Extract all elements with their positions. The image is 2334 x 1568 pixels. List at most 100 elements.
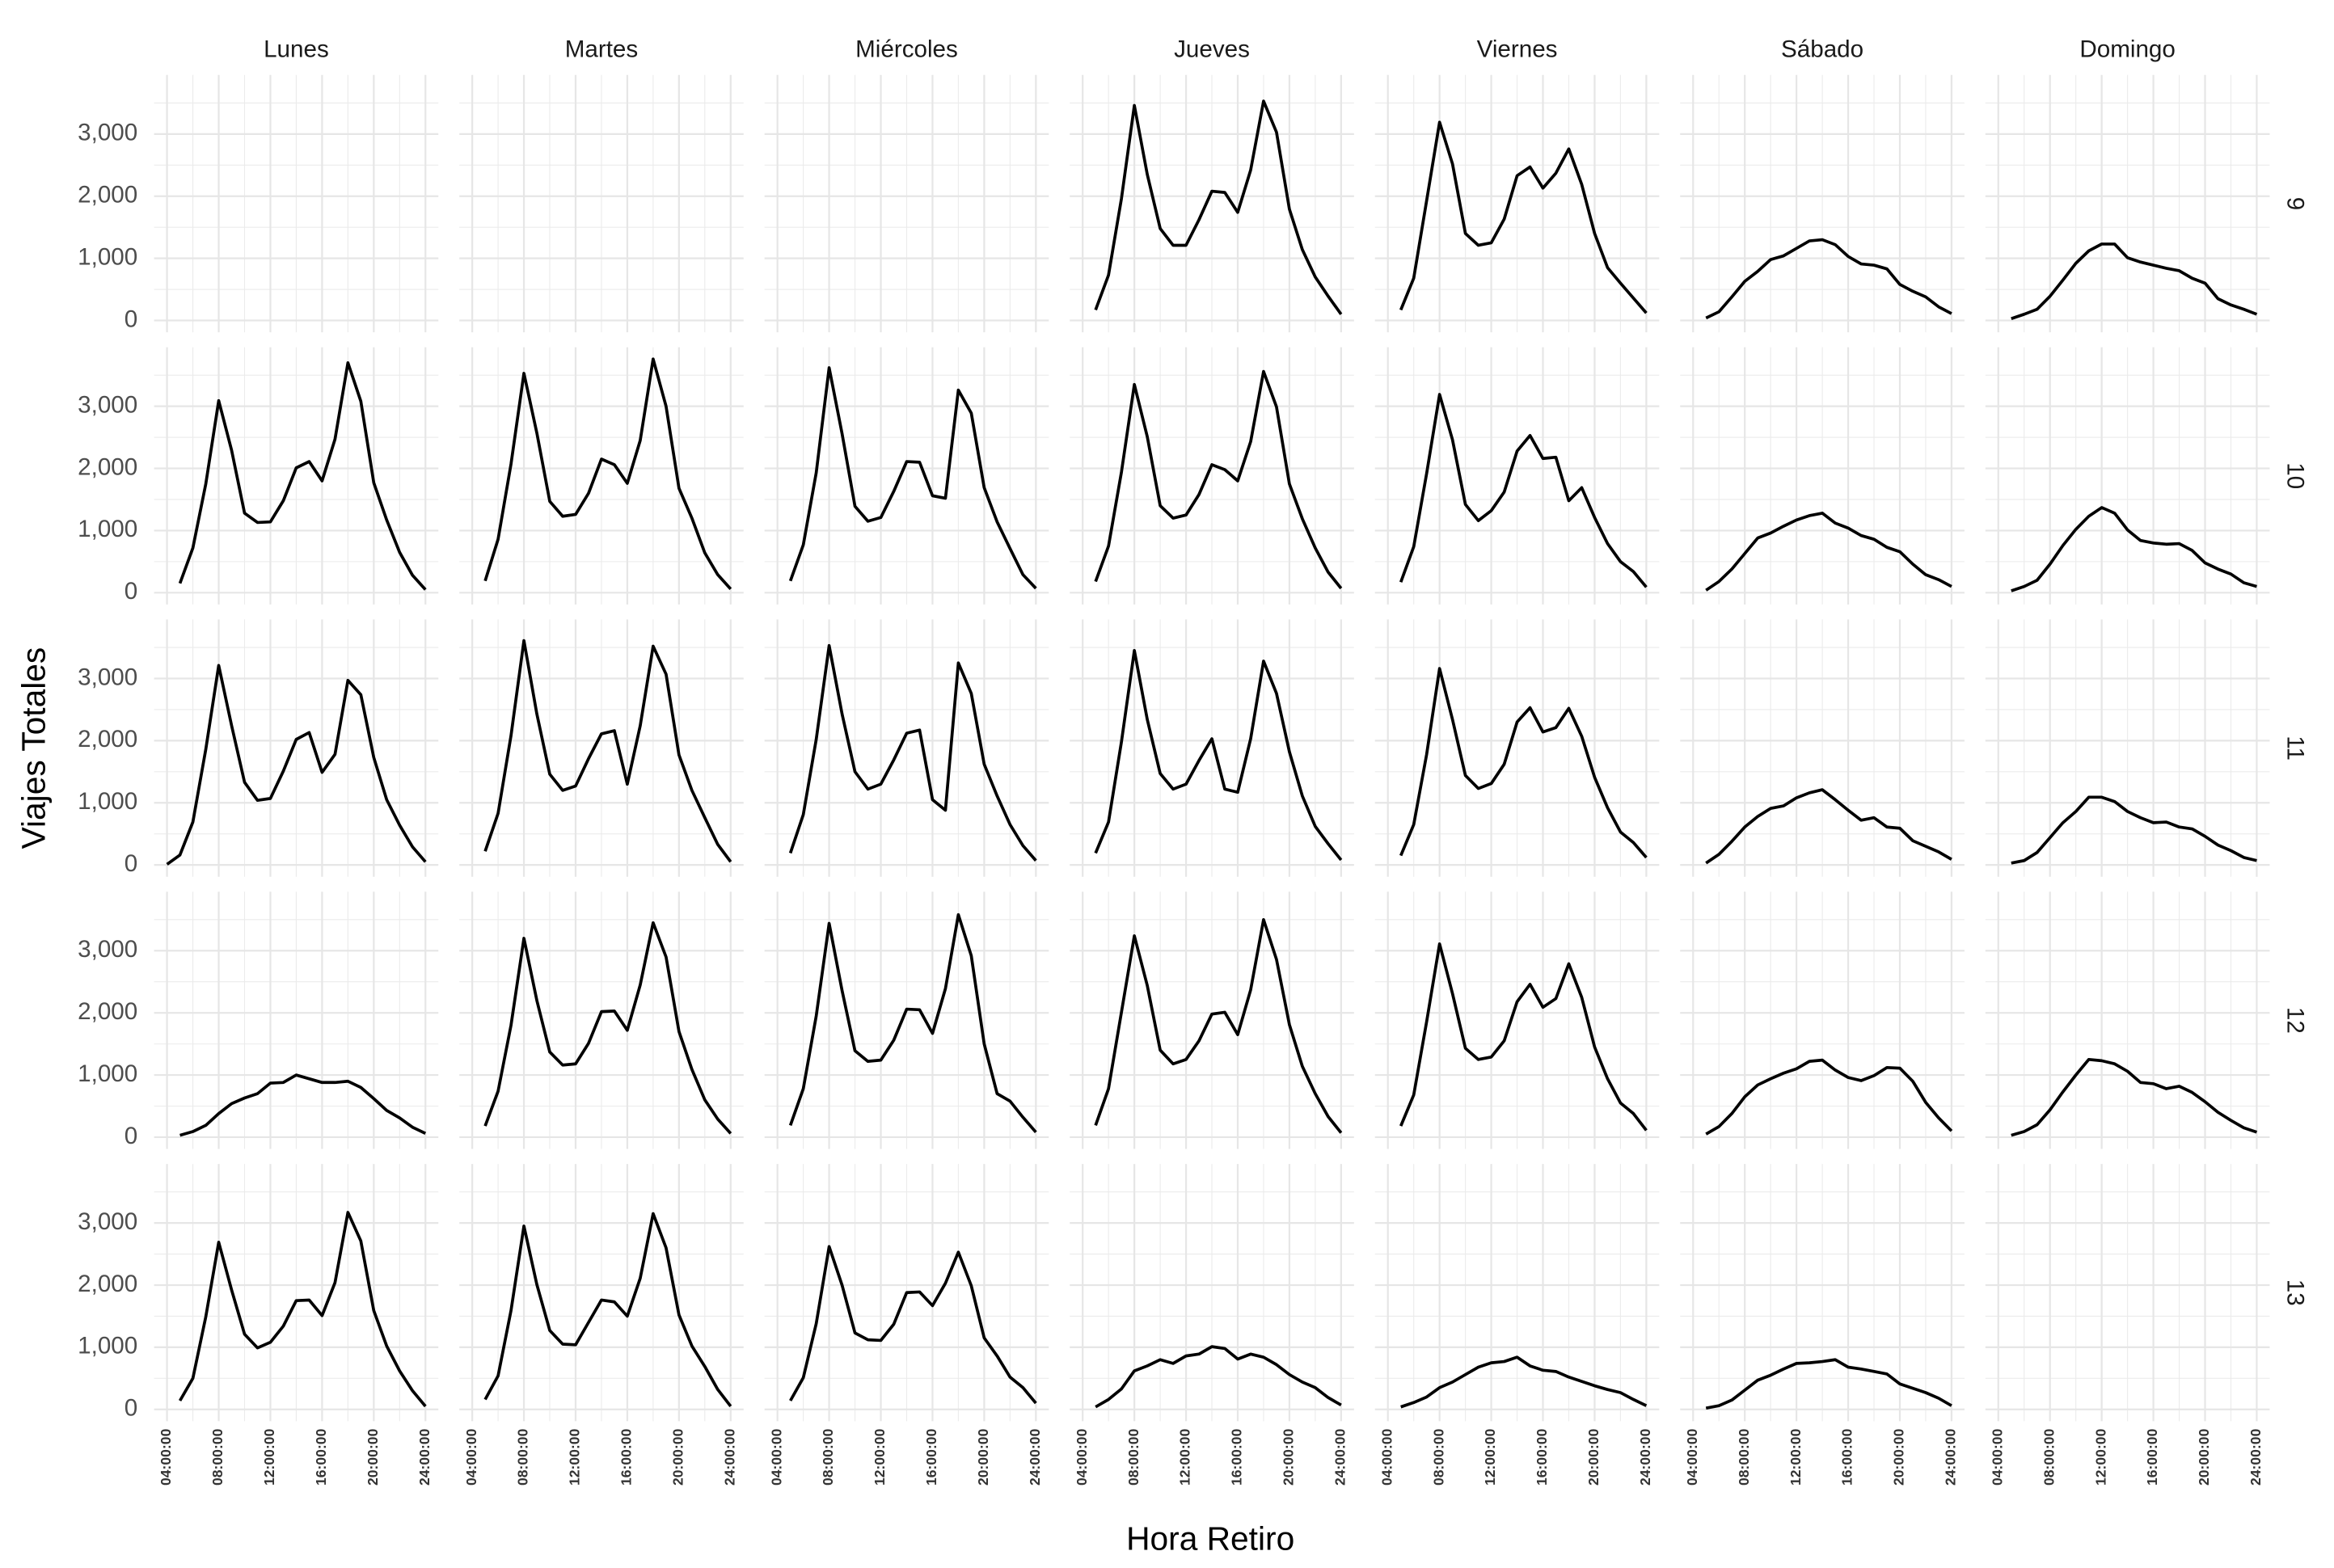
data-line <box>166 664 427 866</box>
x-tick-label: 12:00:00 <box>2092 1428 2108 1486</box>
data-line <box>1399 120 1648 314</box>
data-line <box>1705 788 1952 865</box>
y-tick-label: 2,000 <box>78 1271 137 1297</box>
x-tick-label: 16:00:00 <box>1229 1428 1245 1486</box>
x-tick-label: 20:00:00 <box>365 1428 381 1486</box>
row-strip-label: 9 <box>2282 197 2309 210</box>
x-tick-label: 20:00:00 <box>1281 1428 1297 1486</box>
x-tick-label: 04:00:00 <box>768 1428 784 1486</box>
data-line <box>483 1212 732 1408</box>
column-strip-label: Miércoles <box>855 36 958 63</box>
y-tick-label: 1,000 <box>78 1060 137 1087</box>
x-tick-label: 08:00:00 <box>1430 1428 1446 1486</box>
data-line <box>1399 667 1648 859</box>
x-tick-label: 04:00:00 <box>158 1428 174 1486</box>
y-tick-label: 3,000 <box>78 664 137 690</box>
y-tick-label: 3,000 <box>78 1208 137 1235</box>
data-line <box>1094 917 1343 1134</box>
y-tick-label: 0 <box>125 850 137 877</box>
x-tick-label: 12:00:00 <box>261 1428 277 1486</box>
x-tick-label: 08:00:00 <box>2041 1428 2057 1486</box>
y-tick-label: 0 <box>125 1123 137 1149</box>
column-strip-label: Jueves <box>1174 36 1250 63</box>
y-tick-label: 1,000 <box>78 788 137 815</box>
data-line <box>178 360 427 591</box>
row-strip-label: 11 <box>2282 736 2309 761</box>
data-line <box>2011 1057 2258 1137</box>
y-tick-label: 0 <box>125 578 137 605</box>
column-strip-label: Lunes <box>264 36 329 63</box>
data-line <box>2011 242 2258 320</box>
data-line <box>1705 238 1952 320</box>
x-tick-label: 24:00:00 <box>1332 1428 1348 1486</box>
row-strip-label: 10 <box>2282 462 2309 489</box>
x-tick-label: 04:00:00 <box>1989 1428 2005 1486</box>
x-tick-label: 16:00:00 <box>313 1428 329 1486</box>
x-tick-label: 24:00:00 <box>721 1428 737 1486</box>
x-tick-label: 08:00:00 <box>209 1428 226 1486</box>
y-tick-label: 2,000 <box>78 453 137 480</box>
x-tick-label: 20:00:00 <box>2196 1428 2212 1486</box>
data-line <box>1399 393 1648 588</box>
y-tick-label: 2,000 <box>78 182 137 209</box>
x-tick-label: 12:00:00 <box>567 1428 583 1486</box>
x-tick-label: 24:00:00 <box>2247 1428 2264 1486</box>
data-line <box>788 366 1037 590</box>
data-line <box>1705 512 1952 592</box>
x-tick-label: 04:00:00 <box>1378 1428 1395 1486</box>
y-tick-label: 0 <box>125 306 137 332</box>
data-line <box>788 643 1037 862</box>
x-tick-label: 12:00:00 <box>1787 1428 1804 1486</box>
column-strip-label: Martes <box>565 36 639 63</box>
data-line <box>179 1073 427 1137</box>
y-tick-label: 1,000 <box>78 1333 137 1359</box>
x-tick-label: 08:00:00 <box>820 1428 836 1486</box>
data-line <box>2011 506 2257 592</box>
y-tick-label: 3,000 <box>78 936 137 963</box>
x-tick-label: 08:00:00 <box>1736 1428 1752 1486</box>
data-line <box>1094 649 1343 862</box>
x-tick-label: 16:00:00 <box>923 1428 939 1486</box>
x-tick-label: 20:00:00 <box>1585 1428 1602 1486</box>
y-tick-label: 1,000 <box>78 516 137 542</box>
data-line <box>483 921 732 1135</box>
x-tick-label: 08:00:00 <box>1125 1428 1142 1486</box>
data-line <box>1094 99 1343 315</box>
x-tick-label: 24:00:00 <box>1943 1428 1959 1486</box>
y-tick-label: 3,000 <box>78 391 137 418</box>
x-tick-label: 20:00:00 <box>669 1428 686 1486</box>
data-line <box>1705 1358 1952 1410</box>
x-tick-label: 24:00:00 <box>416 1428 433 1486</box>
x-tick-label: 04:00:00 <box>1074 1428 1090 1486</box>
x-tick-label: 08:00:00 <box>515 1428 531 1486</box>
y-axis-title: Viajes Totales <box>15 647 53 849</box>
data-line <box>1399 942 1648 1132</box>
x-tick-label: 20:00:00 <box>975 1428 991 1486</box>
x-tick-label: 16:00:00 <box>1534 1428 1550 1486</box>
data-line <box>1094 369 1343 590</box>
y-tick-label: 3,000 <box>78 120 137 146</box>
x-tick-label: 16:00:00 <box>618 1428 635 1486</box>
x-tick-label: 04:00:00 <box>1684 1428 1700 1486</box>
x-axis-title: Hora Retiro <box>1126 1520 1294 1557</box>
data-line <box>178 1211 427 1408</box>
x-tick-label: 12:00:00 <box>1482 1428 1498 1486</box>
y-tick-label: 1,000 <box>78 243 137 270</box>
data-line <box>1095 1345 1342 1409</box>
x-tick-label: 04:00:00 <box>463 1428 479 1486</box>
y-tick-label: 2,000 <box>78 998 137 1025</box>
data-line <box>2011 795 2257 865</box>
x-tick-label: 16:00:00 <box>2144 1428 2160 1486</box>
x-tick-label: 12:00:00 <box>1177 1428 1193 1486</box>
column-strip-label: Sábado <box>1781 36 1863 63</box>
data-line <box>1705 1058 1953 1136</box>
x-tick-label: 24:00:00 <box>1637 1428 1653 1486</box>
y-tick-label: 0 <box>125 1395 137 1422</box>
data-line <box>483 357 732 590</box>
data-line <box>788 913 1037 1134</box>
data-line <box>789 1245 1037 1405</box>
x-tick-label: 24:00:00 <box>1027 1428 1043 1486</box>
x-tick-label: 20:00:00 <box>1891 1428 1907 1486</box>
